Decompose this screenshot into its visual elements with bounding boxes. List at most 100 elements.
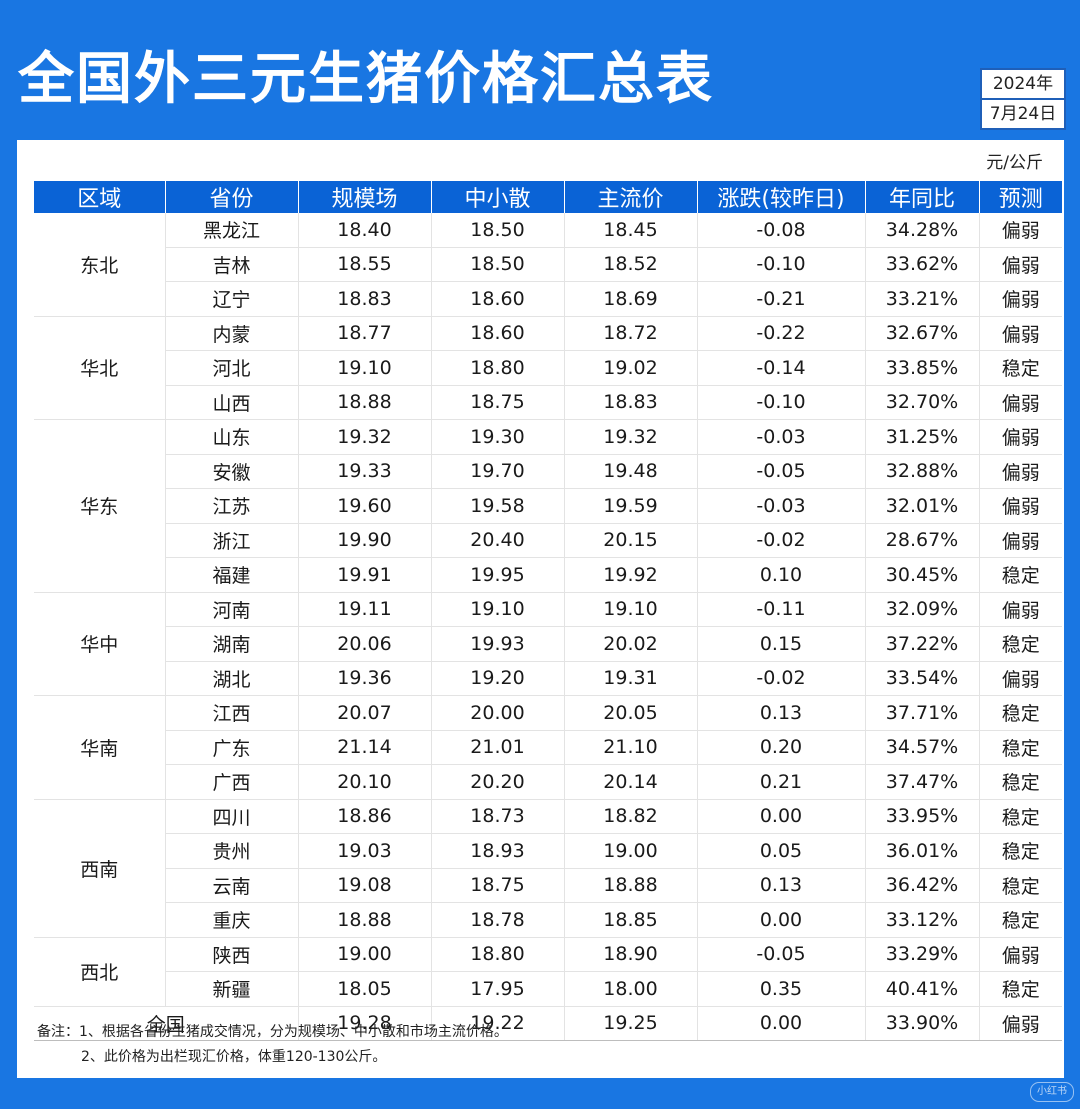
province-cell: 河北: [165, 350, 299, 386]
change-cell: 0.13: [697, 868, 866, 903]
forecast-cell: 偏弱: [979, 419, 1062, 455]
main-price-cell: 20.05: [564, 695, 698, 731]
province-cell: 湖北: [165, 661, 299, 696]
change-cell: -0.10: [697, 385, 866, 420]
main-price-cell: 19.92: [564, 557, 698, 593]
large-farm-cell: 18.88: [298, 385, 432, 420]
province-cell: 重庆: [165, 902, 299, 938]
date-day: 7月24日: [989, 104, 1057, 124]
large-farm-cell: 19.33: [298, 454, 432, 489]
note-1: 备注：1、根据各省份生猪成交情况，分为规模场、中小散和市场主流价格。: [37, 1024, 508, 1040]
change-cell: 0.21: [697, 764, 866, 800]
change-cell: 0.00: [697, 799, 866, 834]
table-row: 广西 20.10 20.20 20.14 0.21 37.47% 稳定: [34, 764, 1062, 800]
yoy-cell: 32.09%: [865, 592, 980, 627]
yoy-cell: 33.54%: [865, 661, 980, 696]
small-farm-cell: 19.58: [431, 488, 565, 524]
main-price-cell: 19.10: [564, 592, 698, 627]
yoy-cell: 33.12%: [865, 902, 980, 938]
main-price-cell: 18.85: [564, 902, 698, 938]
yoy-cell: 33.90%: [865, 1006, 980, 1041]
header-region: 区域: [34, 181, 166, 213]
yoy-cell: 31.25%: [865, 419, 980, 455]
province-cell: 浙江: [165, 523, 299, 558]
table-row: 福建 19.91 19.95 19.92 0.10 30.45% 稳定: [34, 557, 1062, 593]
change-cell: 0.05: [697, 833, 866, 869]
large-farm-cell: 18.40: [298, 213, 432, 248]
yoy-cell: 32.88%: [865, 454, 980, 489]
main-price-cell: 19.02: [564, 350, 698, 386]
small-farm-cell: 21.01: [431, 730, 565, 765]
large-farm-cell: 18.86: [298, 799, 432, 834]
forecast-cell: 偏弱: [979, 454, 1062, 489]
table-row: 贵州 19.03 18.93 19.00 0.05 36.01% 稳定: [34, 833, 1062, 869]
yoy-cell: 33.21%: [865, 281, 980, 317]
yoy-cell: 37.47%: [865, 764, 980, 800]
large-farm-cell: 19.91: [298, 557, 432, 593]
large-farm-cell: 20.07: [298, 695, 432, 731]
yoy-cell: 32.01%: [865, 488, 980, 524]
table-row: 辽宁 18.83 18.60 18.69 -0.21 33.21% 偏弱: [34, 281, 1062, 317]
date-box: 2024年 7月24日: [980, 68, 1066, 130]
forecast-cell: 偏弱: [979, 1006, 1062, 1041]
table-panel: 元/公斤 区域 省份 规模场 中小散 主流价 涨跌(较昨日) 年同比 预测 东北…: [17, 140, 1064, 1078]
province-cell: 四川: [165, 799, 299, 834]
province-cell: 云南: [165, 868, 299, 903]
change-cell: -0.02: [697, 661, 866, 696]
table-row: 云南 19.08 18.75 18.88 0.13 36.42% 稳定: [34, 868, 1062, 903]
large-farm-cell: 19.00: [298, 937, 432, 972]
change-cell: 0.13: [697, 695, 866, 731]
small-farm-cell: 19.20: [431, 661, 565, 696]
notes: 备注：1、根据各省份生猪成交情况，分为规模场、中小散和市场主流价格。 2、此价格…: [37, 1020, 508, 1070]
change-cell: -0.22: [697, 316, 866, 351]
yoy-cell: 33.29%: [865, 937, 980, 972]
yoy-cell: 36.01%: [865, 833, 980, 869]
table-row: 华北 内蒙 18.77 18.60 18.72 -0.22 32.67% 偏弱: [34, 316, 1062, 420]
table-body: 东北 黑龙江 18.40 18.50 18.45 -0.08 34.28% 偏弱 吉林 18.55…: [34, 213, 1062, 1041]
small-farm-cell: 19.30: [431, 419, 565, 455]
change-cell: -0.08: [697, 213, 866, 248]
province-cell: 福建: [165, 557, 299, 593]
large-farm-cell: 19.10: [298, 350, 432, 386]
table-row: 东北 黑龙江 18.40 18.50 18.45 -0.08 34.28% 偏弱: [34, 213, 1062, 317]
small-farm-cell: 20.00: [431, 695, 565, 731]
note-2: 2、此价格为出栏现汇价格，体重120-130公斤。: [81, 1049, 387, 1065]
large-farm-cell: 19.28: [298, 1006, 432, 1041]
table-row: 华东 山东 19.32 19.30 19.32 -0.03 31.25% 偏弱: [34, 419, 1062, 593]
province-cell: 江苏: [165, 488, 299, 524]
small-farm-cell: 20.20: [431, 764, 565, 800]
yoy-cell: 37.71%: [865, 695, 980, 731]
small-farm-cell: 17.95: [431, 971, 565, 1007]
large-farm-cell: 18.05: [298, 971, 432, 1007]
province-cell: 江西: [165, 695, 299, 731]
change-cell: -0.03: [697, 419, 866, 455]
small-farm-cell: 18.78: [431, 902, 565, 938]
table-row: 重庆 18.88 18.78 18.85 0.00 33.12% 稳定: [34, 902, 1062, 938]
forecast-cell: 稳定: [979, 730, 1062, 765]
change-cell: -0.05: [697, 454, 866, 489]
province-cell: 广东: [165, 730, 299, 765]
forecast-cell: 稳定: [979, 626, 1062, 662]
small-farm-cell: 19.95: [431, 557, 565, 593]
main-price-cell: 18.72: [564, 316, 698, 351]
change-cell: -0.14: [697, 350, 866, 386]
main-price-cell: 18.69: [564, 281, 698, 317]
change-cell: -0.05: [697, 937, 866, 972]
large-farm-cell: 19.11: [298, 592, 432, 627]
province-cell: 河南: [165, 592, 299, 627]
region-cell: 华南: [34, 695, 166, 800]
region-cell: 东北: [34, 213, 166, 317]
main-price-cell: 20.02: [564, 626, 698, 662]
large-farm-cell: 19.60: [298, 488, 432, 524]
forecast-cell: 稳定: [979, 695, 1062, 731]
large-farm-cell: 19.08: [298, 868, 432, 903]
change-cell: 0.20: [697, 730, 866, 765]
yoy-cell: 37.22%: [865, 626, 980, 662]
forecast-cell: 稳定: [979, 868, 1062, 903]
large-farm-cell: 18.88: [298, 902, 432, 938]
main-price-cell: 19.25: [564, 1006, 698, 1041]
main-price-cell: 18.52: [564, 247, 698, 282]
small-farm-cell: 18.93: [431, 833, 565, 869]
forecast-cell: 稳定: [979, 833, 1062, 869]
yoy-cell: 28.67%: [865, 523, 980, 558]
